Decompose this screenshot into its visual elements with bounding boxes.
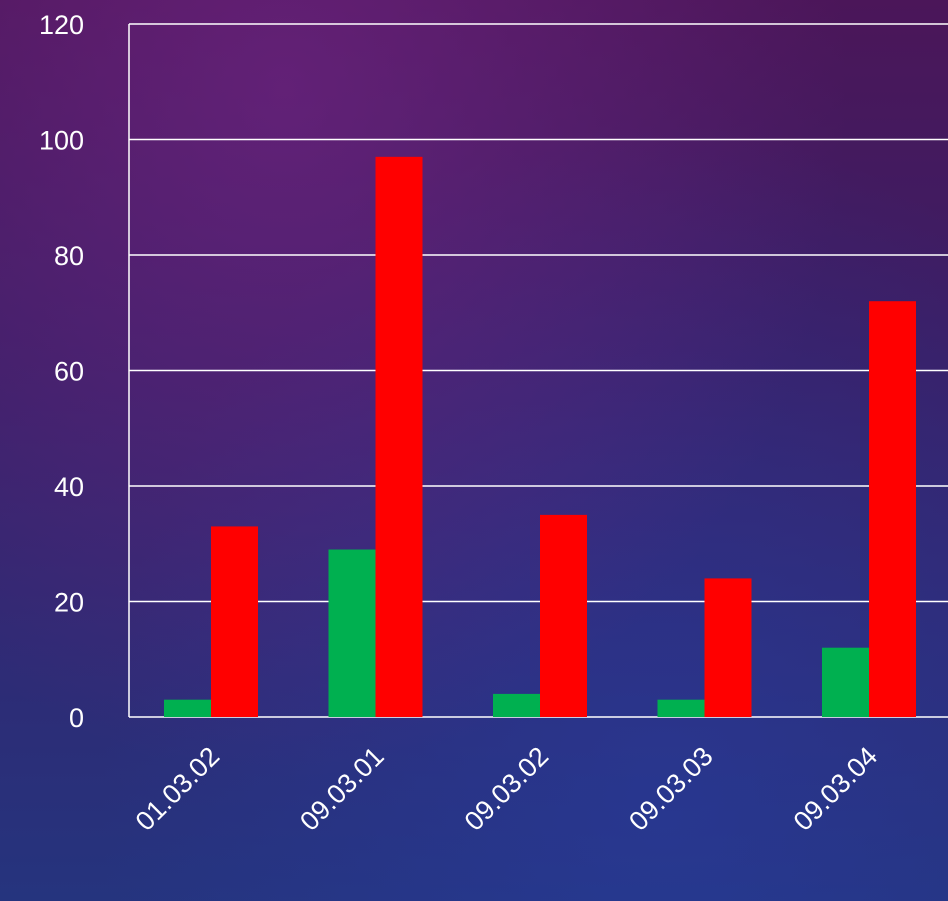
y-tick-label: 120 [39, 10, 84, 40]
bar-series-2-09.03.01 [375, 156, 423, 717]
bar-series-1-01.03.02 [164, 699, 211, 717]
y-axis-labels: 0 20 40 60 80 100 120 [39, 10, 84, 733]
bar-series-2-01.03.02 [211, 526, 258, 717]
y-tick-label: 40 [54, 472, 84, 502]
y-tick-label: 80 [54, 241, 84, 271]
bar-series-2-09.03.04 [869, 301, 916, 717]
bar-series-2-09.03.03 [704, 578, 752, 717]
x-tick-label: 09.03.01 [294, 741, 390, 837]
bars [164, 156, 916, 717]
y-tick-label: 60 [54, 357, 84, 387]
y-tick-label: 100 [39, 126, 84, 156]
x-tick-label: 09.03.04 [788, 741, 884, 837]
x-axis-labels: 01.03.02 09.03.01 09.03.02 09.03.03 09.03.04 [130, 741, 884, 837]
bar-series-1-09.03.04 [822, 647, 869, 717]
x-tick-label: 09.03.03 [623, 741, 719, 837]
x-tick-label: 09.03.02 [459, 741, 555, 837]
gridlines [129, 23, 948, 718]
bar-series-1-09.03.03 [657, 699, 705, 717]
bar-series-1-09.03.02 [493, 693, 540, 717]
y-tick-label: 0 [69, 703, 84, 733]
bar-series-1-09.03.01 [328, 549, 376, 717]
x-tick-label: 01.03.02 [130, 741, 226, 837]
bar-series-2-09.03.02 [540, 514, 587, 717]
y-tick-label: 20 [54, 588, 84, 618]
